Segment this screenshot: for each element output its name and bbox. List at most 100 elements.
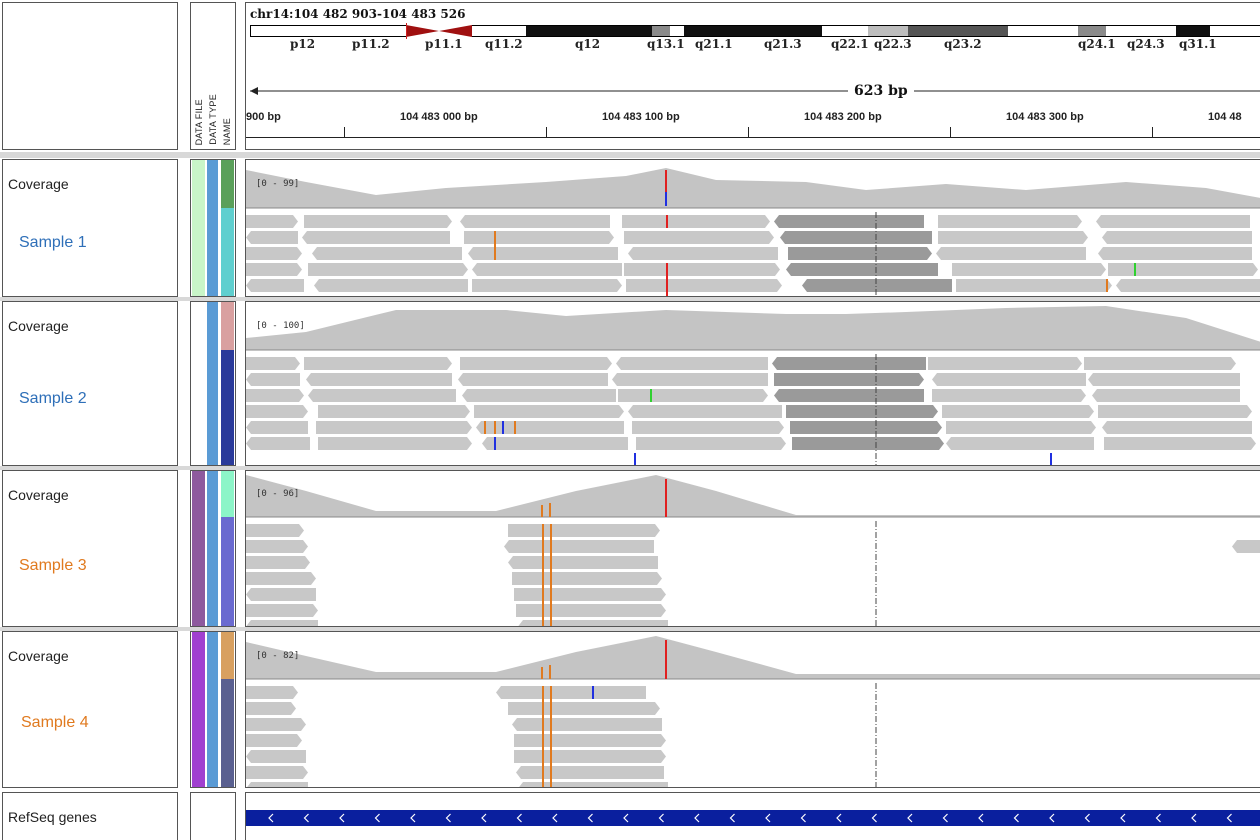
read-mismatch[interactable]	[502, 421, 504, 434]
read[interactable]	[780, 231, 932, 244]
refseq-data-panel[interactable]	[245, 792, 1260, 840]
read[interactable]	[246, 215, 298, 228]
read[interactable]	[460, 357, 612, 370]
attribute-cell[interactable]	[192, 471, 205, 626]
read[interactable]	[246, 357, 300, 370]
read[interactable]	[514, 588, 666, 601]
track-data-panel[interactable]: [0 - 82]	[245, 631, 1260, 788]
attribute-cell[interactable]	[192, 632, 205, 787]
read[interactable]	[1102, 421, 1252, 434]
coverage-mismatch[interactable]	[665, 479, 667, 517]
read[interactable]	[304, 357, 452, 370]
attribute-cell[interactable]	[207, 302, 218, 465]
read[interactable]	[246, 263, 302, 276]
attribute-cell[interactable]	[207, 632, 218, 787]
read[interactable]	[508, 556, 658, 569]
read[interactable]	[1232, 540, 1260, 553]
read[interactable]	[482, 437, 628, 450]
read[interactable]	[246, 540, 308, 553]
read[interactable]	[932, 389, 1086, 402]
read[interactable]	[946, 421, 1096, 434]
read[interactable]	[624, 263, 780, 276]
refseq-gene[interactable]	[246, 793, 1260, 840]
read[interactable]	[316, 421, 472, 434]
read[interactable]	[1102, 231, 1252, 244]
coverage-mismatch[interactable]	[665, 640, 667, 679]
read[interactable]	[616, 357, 768, 370]
read[interactable]	[514, 734, 666, 747]
track-separator[interactable]	[0, 627, 1260, 631]
attribute-cell[interactable]	[192, 302, 205, 465]
read[interactable]	[1092, 389, 1240, 402]
read[interactable]	[246, 782, 308, 788]
read[interactable]	[626, 279, 782, 292]
attribute-cell[interactable]	[221, 471, 234, 517]
read[interactable]	[246, 620, 318, 627]
read[interactable]	[928, 357, 1082, 370]
attribute-cell[interactable]	[221, 302, 234, 350]
attribute-cell[interactable]	[192, 160, 205, 296]
attribute-cell[interactable]	[221, 679, 234, 787]
read[interactable]	[308, 263, 468, 276]
read[interactable]	[508, 702, 660, 715]
read[interactable]	[628, 247, 778, 260]
read[interactable]	[518, 620, 668, 627]
attribute-cell[interactable]	[221, 160, 234, 208]
attribute-cell[interactable]	[207, 160, 218, 296]
attribute-header-panel[interactable]: DATA FILE DATA TYPE NAME	[190, 2, 236, 150]
coverage-histogram[interactable]	[246, 636, 1260, 679]
read[interactable]	[1098, 247, 1252, 260]
track-data-panel[interactable]: [0 - 100]	[245, 301, 1260, 466]
read[interactable]	[314, 279, 468, 292]
read[interactable]	[246, 247, 302, 260]
read[interactable]	[518, 782, 668, 788]
attr-header-data-file[interactable]: DATA FILE	[194, 98, 204, 145]
coverage-mismatch[interactable]	[541, 667, 543, 679]
read[interactable]	[772, 357, 926, 370]
read-mismatch[interactable]	[1106, 279, 1108, 292]
read[interactable]	[516, 766, 664, 779]
read[interactable]	[1098, 405, 1252, 418]
read[interactable]	[618, 389, 768, 402]
read[interactable]	[792, 437, 944, 450]
read[interactable]	[1084, 357, 1236, 370]
read[interactable]	[476, 421, 624, 434]
read[interactable]	[1116, 279, 1260, 292]
read[interactable]	[932, 373, 1086, 386]
read[interactable]	[802, 279, 952, 292]
track-attr-panel[interactable]	[190, 470, 236, 627]
read-mismatch[interactable]	[542, 524, 544, 627]
read[interactable]	[786, 405, 938, 418]
coverage-mismatch[interactable]	[541, 505, 543, 517]
read[interactable]	[632, 421, 784, 434]
read[interactable]	[246, 437, 310, 450]
read[interactable]	[246, 524, 304, 537]
read[interactable]	[246, 750, 306, 763]
read[interactable]	[790, 421, 942, 434]
read[interactable]	[464, 231, 614, 244]
read[interactable]	[1104, 437, 1256, 450]
track-name-panel[interactable]: Coverage Sample 3	[2, 470, 178, 627]
attr-header-name[interactable]: NAME	[222, 117, 232, 145]
read[interactable]	[312, 247, 462, 260]
sample-label[interactable]: Sample 2	[19, 390, 87, 407]
read[interactable]	[624, 231, 774, 244]
read[interactable]	[788, 247, 932, 260]
read[interactable]	[246, 405, 308, 418]
read[interactable]	[938, 231, 1088, 244]
read[interactable]	[308, 389, 456, 402]
read[interactable]	[786, 263, 938, 276]
read-mismatch[interactable]	[494, 421, 496, 434]
read[interactable]	[612, 373, 768, 386]
read[interactable]	[246, 231, 298, 244]
read-mismatch[interactable]	[592, 686, 594, 699]
attribute-cell[interactable]	[221, 350, 234, 465]
read[interactable]	[946, 437, 1094, 450]
read[interactable]	[246, 373, 300, 386]
track-name-panel[interactable]: Coverage Sample 1	[2, 159, 178, 297]
read-mismatch[interactable]	[1134, 263, 1136, 276]
track-separator[interactable]	[0, 466, 1260, 470]
read[interactable]	[622, 215, 770, 228]
read[interactable]	[246, 421, 308, 434]
attr-header-data-type[interactable]: DATA TYPE	[208, 94, 218, 145]
